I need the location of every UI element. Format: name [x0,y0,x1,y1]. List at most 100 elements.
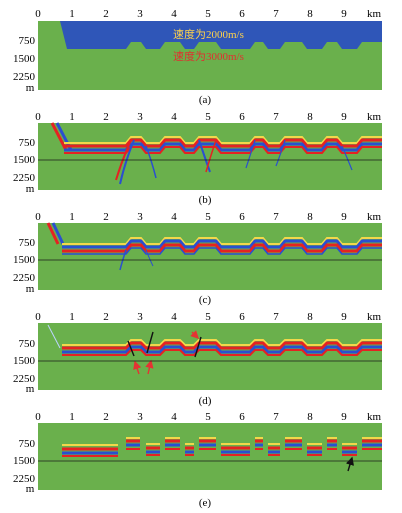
x-tick: 6 [239,8,245,20]
x-tick: 7 [273,411,279,423]
low-velocity-layer [60,21,382,49]
panel-a: 0 1 2 3 4 5 6 7 8 9 km 速度为2000m/s 速度为300… [13,8,382,106]
x-tick: 0 [35,211,41,223]
x-tick: 3 [137,411,143,423]
panel-caption: (b) [199,194,212,206]
x-unit: km [367,411,382,423]
x-tick: 8 [307,111,313,123]
x-tick: 2 [103,111,109,123]
x-tick: 3 [137,8,143,20]
x-tick: 9 [341,8,347,20]
x-tick: 5 [205,111,211,123]
x-tick: 1 [69,411,75,423]
x-tick: 8 [307,211,313,223]
fault-marker [194,336,202,358]
x-tick: 5 [205,411,211,423]
x-tick: 1 [69,311,75,323]
panel-b-x-ticks: 0 1 2 3 4 5 6 7 8 9 km [35,111,381,123]
x-tick: 0 [35,411,41,423]
x-tick: 2 [103,8,109,20]
y-tick: 750 [19,237,36,249]
y-tick: 1500 [13,53,36,65]
x-tick: 6 [239,311,245,323]
panel-d-canvas [38,323,382,390]
x-tick: 1 [69,8,75,20]
x-tick: 4 [171,211,177,223]
y-tick: 750 [19,438,36,450]
x-tick: 8 [307,8,313,20]
y-tick: 2250 [13,473,36,485]
y-unit: m [26,283,35,295]
x-unit: km [367,111,382,123]
y-tick: 750 [19,137,36,149]
panel-d-x-ticks: 0 1 2 3 4 5 6 7 8 9 km [35,311,381,323]
fault-marker [146,331,154,354]
y-tick: 750 [19,35,36,47]
panel-d-markers [127,330,202,375]
x-tick: 1 [69,211,75,223]
x-tick: 5 [205,211,211,223]
y-unit: m [26,183,35,195]
x-tick: 7 [273,211,279,223]
black-arrow [345,456,354,472]
y-unit: m [26,82,35,94]
x-tick: 9 [341,411,347,423]
x-tick: 9 [341,211,347,223]
panel-caption: (a) [199,94,212,106]
y-tick: 2250 [13,373,36,385]
x-tick: 8 [307,411,313,423]
red-arrow [190,330,199,339]
x-tick: 9 [341,311,347,323]
x-tick: 4 [171,111,177,123]
x-tick: 7 [273,111,279,123]
y-unit: m [26,383,35,395]
x-tick: 4 [171,8,177,20]
panel-d: 0 1 2 3 4 5 6 7 8 9 km [13,311,382,407]
panel-e-reflections [62,437,382,457]
panel-d-reflections [47,324,382,356]
panel-c-canvas [38,223,382,290]
panel-e-y-ticks: 750 1500 2250 m [13,438,36,495]
fault-marker [127,340,135,357]
panel-b-y-ticks: 750 1500 2250 m [13,137,36,195]
x-tick: 4 [171,411,177,423]
x-tick: 9 [341,111,347,123]
x-tick: 6 [239,111,245,123]
panel-d-y-ticks: 750 1500 2250 m [13,338,36,395]
y-tick: 1500 [13,154,36,166]
x-tick: 0 [35,111,41,123]
y-unit: m [26,483,35,495]
x-tick: 2 [103,411,109,423]
x-tick: 3 [137,211,143,223]
panel-c-reflections [46,222,382,271]
panel-e-x-ticks: 0 1 2 3 4 5 6 7 8 9 km [35,411,381,423]
panel-b: 0 1 2 3 4 5 6 7 8 9 km [13,111,382,206]
panel-a-x-ticks: 0 1 2 3 4 5 6 7 8 9 km [35,8,381,20]
panel-c: 0 1 2 3 4 5 6 7 8 9 km 750 1500 2250 [13,211,382,306]
y-tick: 1500 [13,254,36,266]
high-velocity-note: 速度为3000m/s [173,49,244,63]
x-tick: 6 [239,211,245,223]
y-tick: 750 [19,338,36,350]
panel-caption: (e) [199,497,212,509]
red-arrow [133,360,142,375]
x-unit: km [367,8,382,20]
x-tick: 2 [103,211,109,223]
x-tick: 2 [103,311,109,323]
x-tick: 7 [273,311,279,323]
x-tick: 4 [171,311,177,323]
x-tick: 5 [205,311,211,323]
x-unit: km [367,311,382,323]
x-tick: 7 [273,8,279,20]
panel-caption: (d) [199,395,212,407]
x-tick: 3 [137,311,143,323]
x-tick: 3 [137,111,143,123]
panel-c-x-ticks: 0 1 2 3 4 5 6 7 8 9 km [35,211,381,223]
y-tick: 1500 [13,455,36,467]
low-velocity-note: 速度为2000m/s [173,27,244,41]
panel-e: 0 1 2 3 4 5 6 7 8 9 km 750 1 5 [13,411,382,509]
x-tick: 6 [239,411,245,423]
panel-caption: (c) [199,294,212,306]
x-tick: 1 [69,111,75,123]
